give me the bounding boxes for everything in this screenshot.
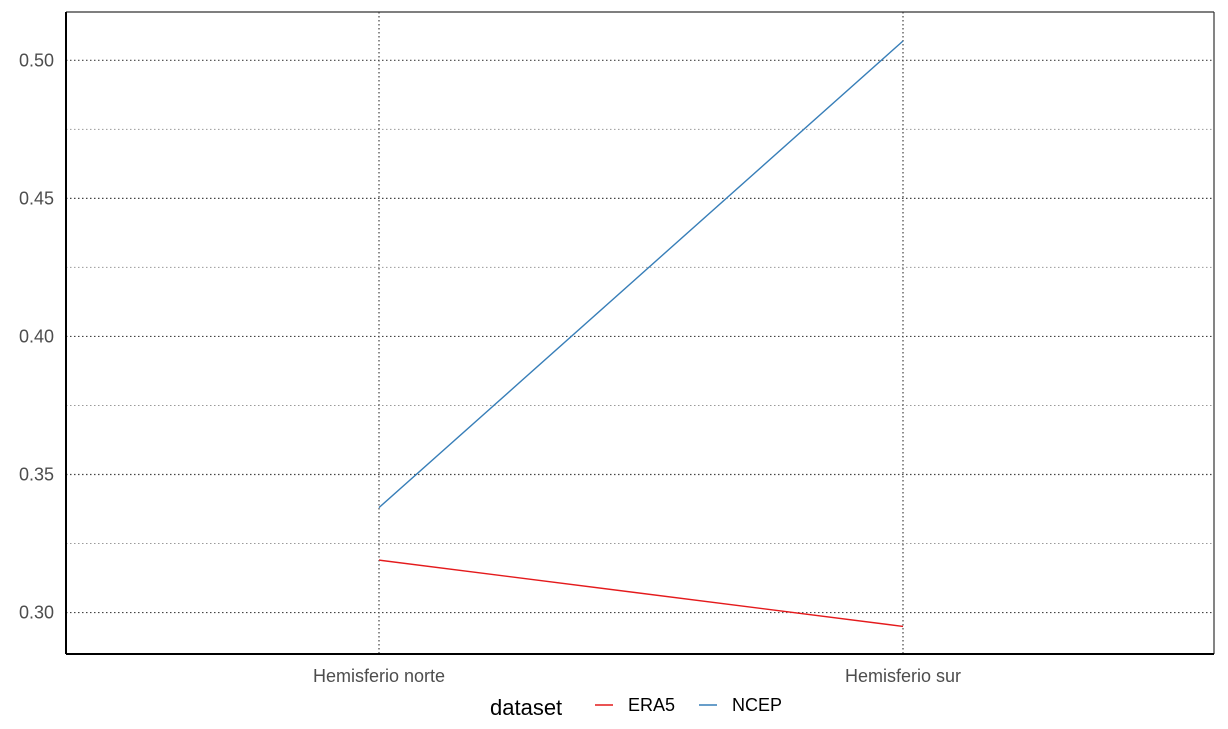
x-tick-label: Hemisferio norte (313, 666, 445, 686)
series-lines (378, 40, 904, 628)
y-axis-tick-labels: 0.30 0.35 0.40 0.45 0.50 (19, 50, 54, 622)
y-tick-label: 0.50 (19, 50, 54, 70)
series-line-ncep (378, 40, 904, 509)
y-tick-label: 0.35 (19, 465, 54, 485)
series-line-era5 (378, 559, 904, 628)
plot-frame (65, 11, 1215, 655)
x-tick-label: Hemisferio sur (845, 666, 961, 686)
legend-label: NCEP (732, 695, 782, 715)
y-tick-label: 0.45 (19, 188, 54, 208)
legend-title: dataset (490, 695, 562, 720)
grid (66, 12, 1214, 654)
y-tick-label: 0.40 (19, 326, 54, 346)
legend-label: ERA5 (628, 695, 675, 715)
x-axis-tick-labels: Hemisferio norte Hemisferio sur (313, 666, 961, 686)
legend: dataset ERA5 NCEP (490, 695, 782, 720)
y-tick-label: 0.30 (19, 603, 54, 623)
